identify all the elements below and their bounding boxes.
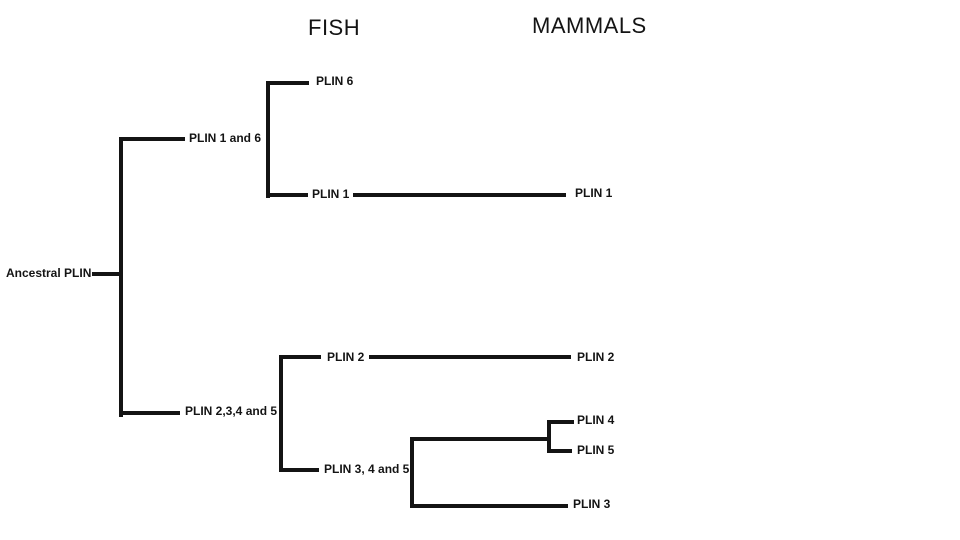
mammal-plin4-label: PLIN 4 [577, 413, 615, 427]
clade-plin2345-label: PLIN 2,3,4 and 5 [185, 404, 278, 418]
fish-column-header: FISH [308, 15, 361, 40]
root-branch-line [92, 272, 122, 276]
fish-plin1-label: PLIN 1 [312, 187, 350, 201]
fish-to-mammal-plin1-line [353, 193, 566, 197]
mammals-column-header: MAMMALS [532, 13, 647, 38]
clade-plin1-6-vertical-line [266, 81, 270, 198]
mammal-plin3-branch-line [410, 504, 568, 508]
fish-plin1-branch-line [266, 193, 308, 197]
plin45-stem-line [410, 437, 551, 441]
mammal-plin4-branch-line [547, 420, 574, 424]
mammal-plin5-label: PLIN 5 [577, 443, 615, 457]
clade-plin345-vertical-line [410, 437, 414, 508]
clade-plin2345-vertical-line [279, 355, 283, 472]
clade-plin1-6-branch-line [119, 137, 185, 141]
plin45-bracket-vertical-line [547, 420, 551, 453]
mammal-plin2-label: PLIN 2 [577, 350, 615, 364]
clade-plin345-label: PLIN 3, 4 and 5 [324, 462, 410, 476]
fish-plin2-branch-line [279, 355, 321, 359]
clade-plin345-branch-line [279, 468, 319, 472]
mammal-plin5-branch-line [547, 449, 572, 453]
mammal-plin3-label: PLIN 3 [573, 497, 611, 511]
clade-plin2345-branch-line [119, 411, 180, 415]
fish-plin6-label: PLIN 6 [316, 74, 354, 88]
mammal-plin1-label: PLIN 1 [575, 186, 613, 200]
fish-plin2-label: PLIN 2 [327, 350, 365, 364]
clade-plin1-6-label: PLIN 1 and 6 [189, 131, 262, 145]
fish-plin6-branch-line [266, 81, 309, 85]
root-node-label: Ancestral PLIN [6, 266, 92, 280]
main-trunk-line [119, 137, 123, 417]
fish-to-mammal-plin2-line [369, 355, 571, 359]
